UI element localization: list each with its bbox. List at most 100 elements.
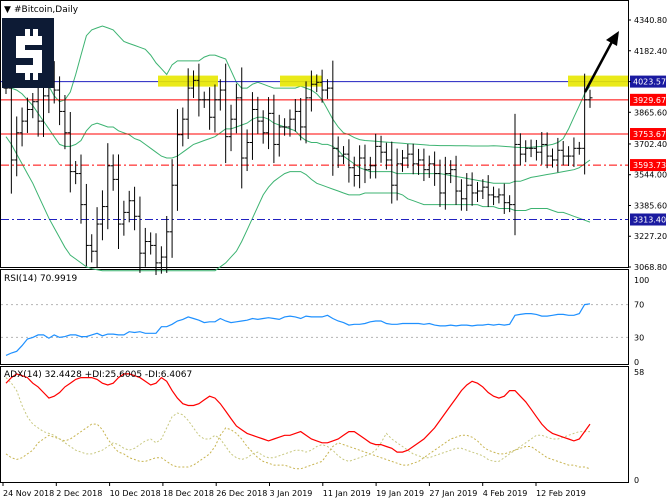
price-bar (480, 179, 486, 199)
price-bar (223, 63, 229, 164)
price-axis-label: 4340.80 (634, 16, 667, 25)
price-bar (244, 129, 250, 172)
price-bar (174, 109, 180, 211)
price-bar (571, 137, 577, 167)
level-tag-label: 3313.40 (633, 216, 666, 225)
price-axis-label: 4182.40 (634, 47, 667, 56)
level-tag-label: 4023.57 (633, 78, 666, 87)
price-bar (126, 190, 132, 223)
price-bar (501, 183, 507, 214)
price-bar (314, 74, 320, 93)
price-bar (394, 148, 400, 201)
price-bar (228, 104, 234, 152)
price-bar (549, 148, 555, 168)
price-bar (405, 144, 411, 169)
resistance-highlight-2 (280, 75, 322, 87)
adx-axis-label: 0 (634, 476, 639, 485)
price-bar (421, 148, 427, 182)
price-bar (255, 96, 261, 134)
price-bar (458, 179, 464, 211)
price-bar (442, 156, 448, 210)
price-bar (341, 146, 347, 165)
logo-icon (2, 18, 54, 88)
level-tag-label: 3929.67 (633, 96, 666, 105)
price-bar (196, 63, 202, 117)
price-bar (464, 173, 470, 211)
price-bar (373, 133, 379, 179)
price-axis-label: 3544.00 (634, 171, 667, 180)
price-bar (169, 159, 175, 258)
time-axis-label: 2 Dec 2018 (56, 489, 102, 498)
rsi-axis-label: 100 (634, 276, 649, 285)
time-axis-label: 4 Feb 2019 (483, 489, 528, 498)
trend-arrow-icon (583, 31, 619, 93)
price-bar (367, 156, 373, 179)
level-tag-3929-67 (630, 93, 666, 106)
level-tag-3753-67 (630, 128, 666, 141)
price-bar (528, 139, 534, 158)
price-bar (180, 107, 186, 147)
time-axis-label: 18 Dec 2018 (163, 489, 214, 498)
price-bar (35, 86, 41, 137)
price-bar (62, 95, 68, 150)
price-bar (260, 110, 266, 144)
price-bar (94, 207, 100, 269)
price-bar (148, 232, 154, 255)
price-bar (474, 182, 480, 203)
price-bar (330, 60, 336, 176)
price-bar (453, 155, 459, 205)
adx-panel-frame (0, 366, 629, 483)
price-bar (287, 109, 293, 137)
chart-title: #Bitcoin,Daily (14, 5, 79, 15)
price-bar (153, 233, 159, 276)
price-bar (437, 159, 443, 207)
price-bar (41, 80, 47, 137)
price-bar (389, 141, 395, 204)
menu-chevron-icon[interactable]: ▼ (4, 5, 11, 15)
adx-layer (5, 373, 591, 470)
price-bar (517, 133, 523, 166)
price-bar (533, 139, 539, 161)
price-bar (185, 68, 191, 139)
price-bar (298, 98, 304, 141)
price-bar (201, 91, 207, 108)
price-bar (357, 145, 363, 189)
bollinger-upper-line (5, 25, 591, 148)
rsi-layer (1, 303, 628, 356)
price-bar (351, 156, 357, 187)
price-bar (346, 139, 352, 183)
price-bar (512, 113, 518, 236)
price-axis-label: 3385.60 (634, 201, 667, 210)
price-bar (207, 87, 213, 130)
price-bar (121, 200, 127, 236)
time-axis-label: 3 Jan 2019 (270, 489, 313, 498)
price-axis-label: 3227.20 (634, 232, 667, 241)
bollinger-lower-line (5, 136, 591, 272)
price-bar (426, 155, 432, 178)
price-bar (132, 186, 138, 231)
adx-line (5, 373, 591, 453)
time-axis-label: 24 Nov 2018 (3, 489, 54, 498)
price-bar (560, 141, 566, 166)
price-bar (566, 146, 572, 166)
price-axis-label: 3865.60 (634, 108, 667, 117)
price-bar (378, 135, 384, 163)
time-axis-label: 10 Dec 2018 (110, 489, 161, 498)
price-bar (57, 76, 63, 126)
price-bar (83, 183, 89, 267)
rsi-axis-label: 0 (634, 358, 639, 367)
price-bar (523, 140, 529, 163)
price-bar (73, 161, 79, 185)
price-bar (99, 190, 105, 241)
resistance-highlight-3 (568, 75, 628, 87)
price-bar (24, 97, 30, 133)
price-bar (282, 118, 288, 136)
price-bar (105, 143, 111, 230)
price-bar (116, 154, 122, 249)
price-bar (308, 70, 314, 112)
price-bar (319, 69, 325, 103)
level-tag-label: 3593.73 (633, 161, 666, 170)
price-axis-label: 3068.80 (634, 263, 667, 272)
time-axis-label: 12 Feb 2019 (536, 489, 586, 498)
time-axis-label: 11 Jan 2019 (323, 489, 371, 498)
